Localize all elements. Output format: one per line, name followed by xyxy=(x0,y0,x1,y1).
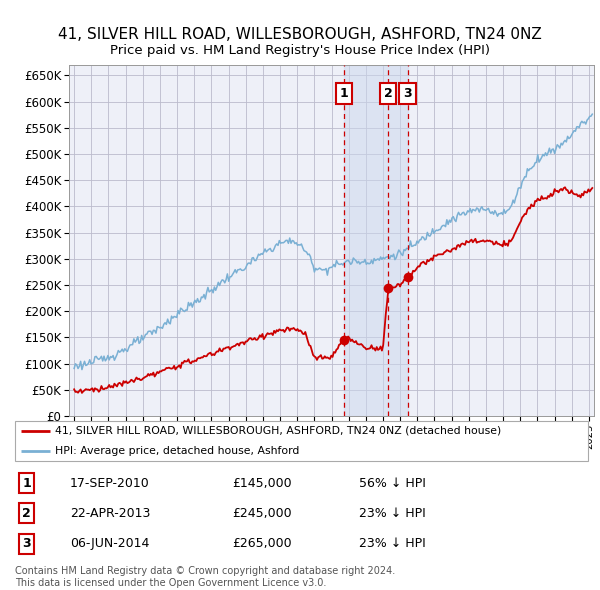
FancyBboxPatch shape xyxy=(15,421,588,461)
Bar xyxy=(344,65,407,416)
Text: This data is licensed under the Open Government Licence v3.0.: This data is licensed under the Open Gov… xyxy=(15,578,326,588)
Text: £265,000: £265,000 xyxy=(232,537,292,550)
Text: 23% ↓ HPI: 23% ↓ HPI xyxy=(359,537,426,550)
Text: 1: 1 xyxy=(22,477,31,490)
Text: 41, SILVER HILL ROAD, WILLESBOROUGH, ASHFORD, TN24 0NZ (detached house): 41, SILVER HILL ROAD, WILLESBOROUGH, ASH… xyxy=(55,426,502,436)
Text: 23% ↓ HPI: 23% ↓ HPI xyxy=(359,507,426,520)
Text: 06-JUN-2014: 06-JUN-2014 xyxy=(70,537,149,550)
Text: 3: 3 xyxy=(22,537,31,550)
Text: Price paid vs. HM Land Registry's House Price Index (HPI): Price paid vs. HM Land Registry's House … xyxy=(110,44,490,57)
Text: 3: 3 xyxy=(403,87,412,100)
Text: 2: 2 xyxy=(384,87,392,100)
Text: HPI: Average price, detached house, Ashford: HPI: Average price, detached house, Ashf… xyxy=(55,446,300,456)
Text: £145,000: £145,000 xyxy=(232,477,292,490)
Text: £245,000: £245,000 xyxy=(232,507,292,520)
Text: 41, SILVER HILL ROAD, WILLESBOROUGH, ASHFORD, TN24 0NZ: 41, SILVER HILL ROAD, WILLESBOROUGH, ASH… xyxy=(58,27,542,41)
Text: 22-APR-2013: 22-APR-2013 xyxy=(70,507,150,520)
Text: 17-SEP-2010: 17-SEP-2010 xyxy=(70,477,149,490)
Text: 2: 2 xyxy=(22,507,31,520)
Text: Contains HM Land Registry data © Crown copyright and database right 2024.: Contains HM Land Registry data © Crown c… xyxy=(15,566,395,576)
Text: 56% ↓ HPI: 56% ↓ HPI xyxy=(359,477,426,490)
Text: 1: 1 xyxy=(340,87,348,100)
